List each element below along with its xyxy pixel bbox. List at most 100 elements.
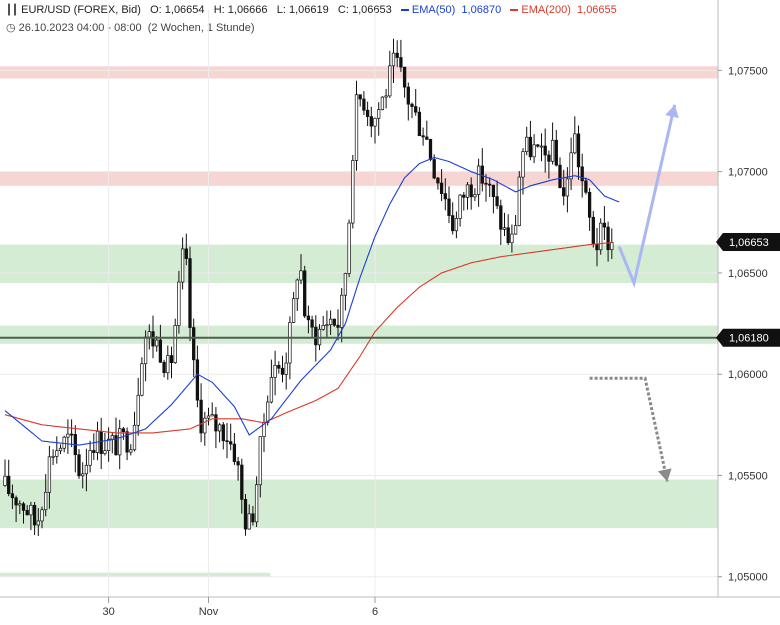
candle-body xyxy=(336,324,340,328)
candle xyxy=(465,182,470,210)
candle-body xyxy=(284,362,288,375)
candle-body xyxy=(584,180,588,193)
candle xyxy=(443,178,447,211)
candle xyxy=(92,433,96,460)
candle-body xyxy=(480,165,484,184)
candle-body xyxy=(443,193,447,200)
candle xyxy=(454,211,459,239)
candle-body xyxy=(203,417,207,434)
candle-body xyxy=(465,184,470,198)
candle xyxy=(58,444,63,455)
candle-body xyxy=(306,315,311,321)
candle xyxy=(225,423,229,459)
candle xyxy=(303,265,307,318)
candle-body xyxy=(225,440,229,443)
candle-body xyxy=(303,270,307,317)
candle-body xyxy=(206,415,211,419)
candle-body xyxy=(406,86,410,105)
candle-body xyxy=(591,216,595,245)
candle-body xyxy=(562,187,566,197)
candle xyxy=(414,88,418,116)
candle xyxy=(462,191,466,211)
candle xyxy=(177,270,181,334)
candle-body xyxy=(488,183,492,186)
candle-body xyxy=(147,331,151,338)
candle-body xyxy=(554,139,558,166)
candle xyxy=(291,292,296,324)
candle xyxy=(569,137,573,191)
candle-body xyxy=(217,424,222,432)
candle xyxy=(232,432,237,465)
candle xyxy=(269,359,274,404)
candle-body xyxy=(410,103,414,107)
x-tick-label-2: 6 xyxy=(372,606,378,618)
up-arrow-path xyxy=(617,104,677,289)
clock-icon: ◷ xyxy=(6,22,16,34)
candle xyxy=(44,474,48,517)
candle-body xyxy=(436,177,440,184)
candle xyxy=(499,199,503,245)
candle-body xyxy=(550,139,555,162)
candle xyxy=(484,174,488,202)
date-range: 26.10.2023 04:00 - 08:00 xyxy=(18,22,142,34)
candle xyxy=(402,66,407,98)
candle-body xyxy=(532,144,536,158)
candle xyxy=(199,383,203,443)
candle-body xyxy=(266,401,270,423)
candle xyxy=(354,80,359,171)
candle xyxy=(229,423,233,451)
candle-body xyxy=(273,364,277,378)
candle xyxy=(29,501,33,531)
support-zone-2 xyxy=(0,244,718,284)
candle-body xyxy=(10,493,15,499)
candle xyxy=(95,421,100,461)
candle xyxy=(158,324,163,363)
candle xyxy=(192,318,196,377)
high-value: 1,06666 xyxy=(227,4,268,16)
candle xyxy=(295,278,299,311)
candle-body xyxy=(325,324,329,327)
candle-body xyxy=(180,248,185,283)
candle-body xyxy=(184,248,188,259)
candle xyxy=(340,287,344,343)
candle xyxy=(47,445,52,509)
candle-body xyxy=(258,436,262,486)
candle-body xyxy=(232,443,237,462)
candle xyxy=(140,357,144,397)
candle-body xyxy=(254,484,259,523)
candle xyxy=(554,130,558,167)
candle-body xyxy=(358,94,362,100)
candle-body xyxy=(243,499,248,530)
candle-body xyxy=(84,464,89,475)
grid-layer xyxy=(0,10,718,597)
candle-body xyxy=(380,96,385,110)
candle xyxy=(425,120,429,141)
candle-body xyxy=(402,66,407,88)
low-label: L: xyxy=(276,4,286,16)
candle xyxy=(377,102,381,136)
candle xyxy=(240,458,244,514)
candle xyxy=(136,377,140,436)
x-tick-label-1: Nov xyxy=(199,606,219,618)
candle-body xyxy=(140,363,144,396)
candle-body xyxy=(399,57,403,68)
candle xyxy=(369,106,373,138)
candle-body xyxy=(114,435,118,456)
candle xyxy=(358,94,362,107)
candle-body xyxy=(580,166,584,182)
down-arrow-path xyxy=(589,376,669,482)
candle-body xyxy=(599,222,603,251)
candle xyxy=(476,158,481,207)
candle-body xyxy=(106,438,111,452)
chart-header-line2: ◷ 26.10.2023 04:00 - 08:00 (2 Wochen, 1 … xyxy=(6,21,255,34)
candle xyxy=(325,310,329,339)
candle-body xyxy=(121,428,126,433)
candle-body xyxy=(517,176,521,226)
candle xyxy=(513,214,518,235)
ema50-label: EMA(50) xyxy=(411,4,456,16)
candle xyxy=(525,126,529,156)
candle-body xyxy=(525,136,529,152)
candle xyxy=(21,501,26,524)
up-arrow-head xyxy=(665,104,679,119)
candle-body xyxy=(499,205,503,230)
